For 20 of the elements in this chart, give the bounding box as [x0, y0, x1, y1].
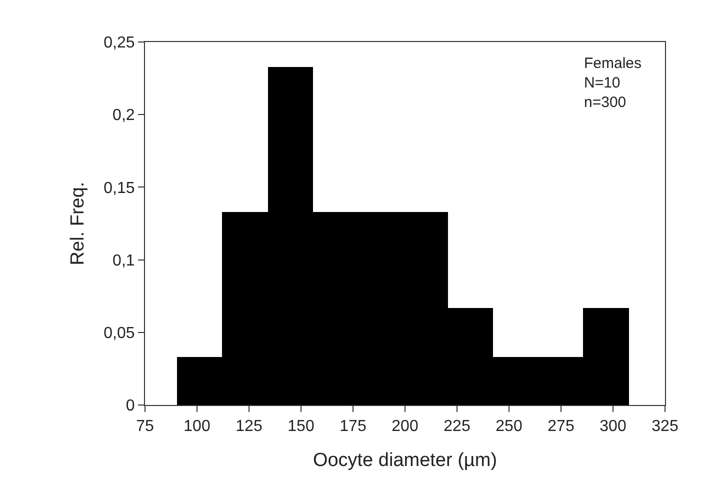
x-tick-label: 275	[548, 418, 574, 436]
y-tick-label: 0,2	[112, 107, 135, 124]
y-tick-label: 0,05	[104, 325, 135, 342]
x-tick-label: 175	[340, 418, 366, 436]
annotation: Females N=10 n=300	[584, 55, 642, 111]
y-axis-title: Rel. Freq.	[68, 182, 89, 266]
x-tick-label: 225	[444, 418, 470, 436]
x-axis-title: Oocyte diameter (µm)	[312, 450, 498, 471]
x-tick-label: 125	[236, 418, 262, 436]
x-tick-label: 100	[184, 418, 210, 436]
y-tick-label: 0,25	[104, 34, 135, 52]
x-tick-label: 325	[652, 418, 678, 436]
x-tick-label: 300	[600, 418, 626, 436]
x-tick-label: 250	[496, 418, 522, 436]
y-tick-label: 0,1	[112, 252, 135, 270]
x-tick-label: 75	[136, 418, 154, 436]
y-tick-label: 0	[126, 398, 135, 415]
y-tick-label: 0,15	[104, 180, 135, 197]
x-tick-label: 200	[392, 418, 418, 436]
x-tick-label: 150	[288, 418, 314, 436]
